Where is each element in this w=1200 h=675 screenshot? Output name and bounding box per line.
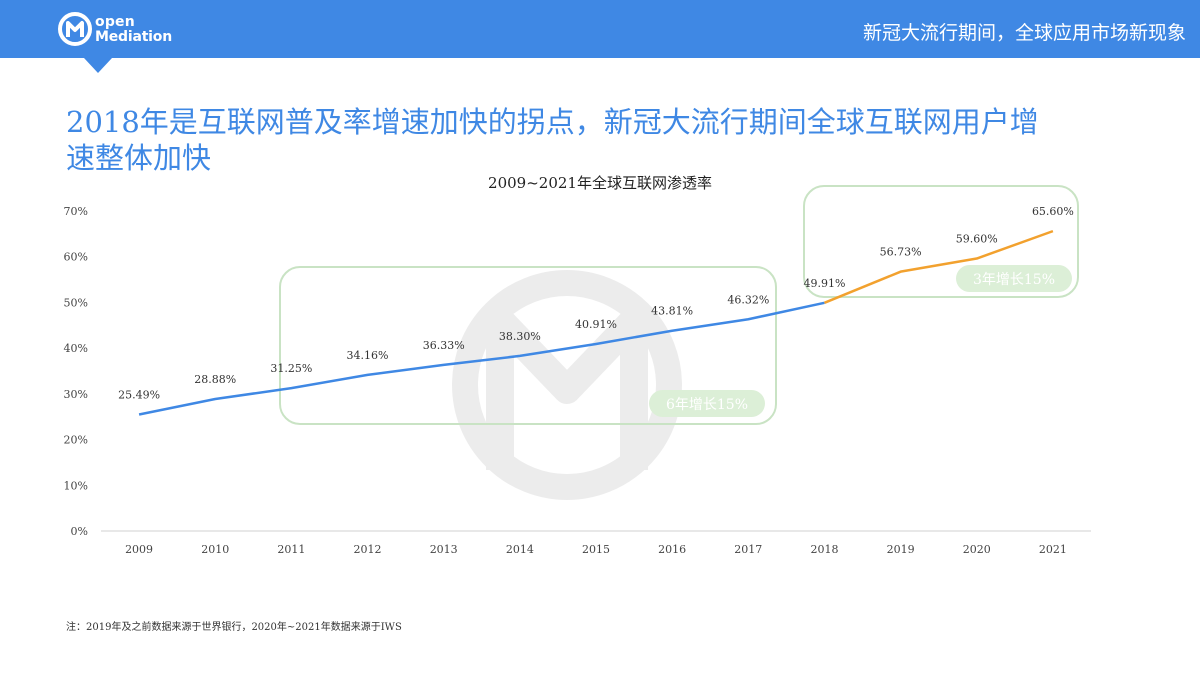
data-label: 25.49% bbox=[118, 388, 160, 401]
data-label: 36.33% bbox=[423, 339, 465, 352]
x-tick-label: 2019 bbox=[887, 543, 915, 556]
x-tick-label: 2021 bbox=[1039, 543, 1067, 556]
y-tick-label: 20% bbox=[64, 434, 88, 447]
data-label: 28.88% bbox=[194, 373, 236, 386]
data-label: 59.60% bbox=[956, 233, 998, 246]
y-tick-label: 70% bbox=[64, 205, 88, 218]
x-tick-label: 2015 bbox=[582, 543, 610, 556]
x-tick-label: 2009 bbox=[125, 543, 153, 556]
x-tick-label: 2010 bbox=[201, 543, 229, 556]
data-label: 46.32% bbox=[727, 293, 769, 306]
x-tick-label: 2013 bbox=[430, 543, 458, 556]
x-tick-label: 2012 bbox=[354, 543, 382, 556]
x-tick-label: 2020 bbox=[963, 543, 991, 556]
footnote: 注：2019年及之前数据来源于世界银行，2020年~2021年数据来源于IWS bbox=[66, 618, 402, 633]
annotation-label-1: 6年增长15% bbox=[666, 397, 748, 413]
x-tick-label: 2011 bbox=[277, 543, 305, 556]
x-tick-label: 2017 bbox=[734, 543, 762, 556]
annotation-badge-1: 6年增长15% bbox=[649, 390, 765, 417]
x-tick-label: 2014 bbox=[506, 543, 534, 556]
x-tick-label: 2018 bbox=[810, 543, 838, 556]
data-label: 40.91% bbox=[575, 318, 617, 331]
data-label: 49.91% bbox=[803, 277, 845, 290]
data-label: 34.16% bbox=[347, 349, 389, 362]
y-tick-label: 60% bbox=[64, 251, 88, 264]
y-tick-label: 10% bbox=[64, 479, 88, 492]
annotation-badge-2: 3年增长15% bbox=[956, 265, 1072, 292]
annotation-label-2: 3年增长15% bbox=[973, 272, 1055, 288]
y-tick-label: 30% bbox=[64, 388, 88, 401]
watermark-logo-icon bbox=[465, 283, 669, 487]
data-label: 65.60% bbox=[1032, 205, 1074, 218]
y-tick-label: 40% bbox=[64, 342, 88, 355]
data-label: 56.73% bbox=[880, 246, 922, 259]
data-label: 38.30% bbox=[499, 330, 541, 343]
y-tick-label: 50% bbox=[64, 296, 88, 309]
data-label: 43.81% bbox=[651, 305, 693, 318]
data-label: 31.25% bbox=[270, 362, 312, 375]
y-tick-label: 0% bbox=[71, 525, 88, 538]
x-tick-label: 2016 bbox=[658, 543, 686, 556]
